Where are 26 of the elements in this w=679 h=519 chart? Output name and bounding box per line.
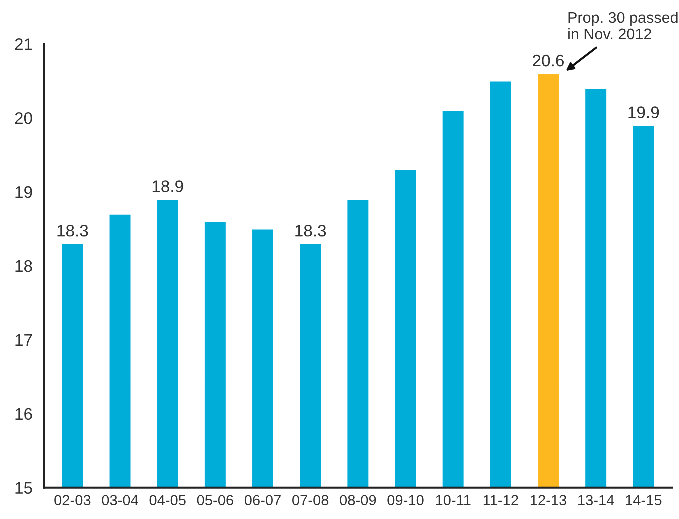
x-tick-label: 04-05	[150, 495, 186, 506]
y-tick-label: 15	[16, 482, 32, 494]
x-tick-label: 03-04	[102, 495, 138, 506]
y-tick-label: 16	[16, 408, 32, 420]
data-label: 18.9	[152, 180, 184, 192]
x-tick-label: 13-14	[578, 495, 614, 506]
x-tick-label: 06-07	[244, 495, 281, 506]
x-tick-label: 11-12	[484, 495, 518, 506]
x-tick-label: 08-09	[340, 495, 376, 506]
x-tick-label: 05-06	[197, 495, 234, 506]
x-tick-label: 14-15	[626, 495, 662, 506]
y-tick-label: 21	[15, 38, 32, 50]
y-tick-label: 17	[16, 334, 32, 346]
data-label: 19.9	[628, 106, 660, 118]
annotation: Prop. 30 passed in Nov. 2012	[568, 12, 678, 40]
y-tick-label: 19	[16, 186, 32, 198]
data-label: 18.3	[58, 225, 88, 237]
y-tick-label: 18	[16, 260, 32, 272]
y-tick-label: 20	[15, 112, 32, 124]
x-tick-label: 12-13	[530, 495, 567, 506]
x-tick-label: 02-03	[54, 495, 91, 506]
x-tick-label: 10-11	[436, 495, 471, 506]
x-tick-label: 07-08	[292, 495, 329, 506]
x-tick-label: 09-10	[388, 495, 424, 506]
data-label: 18.3	[296, 225, 326, 237]
data-label: 20.6	[533, 54, 564, 67]
